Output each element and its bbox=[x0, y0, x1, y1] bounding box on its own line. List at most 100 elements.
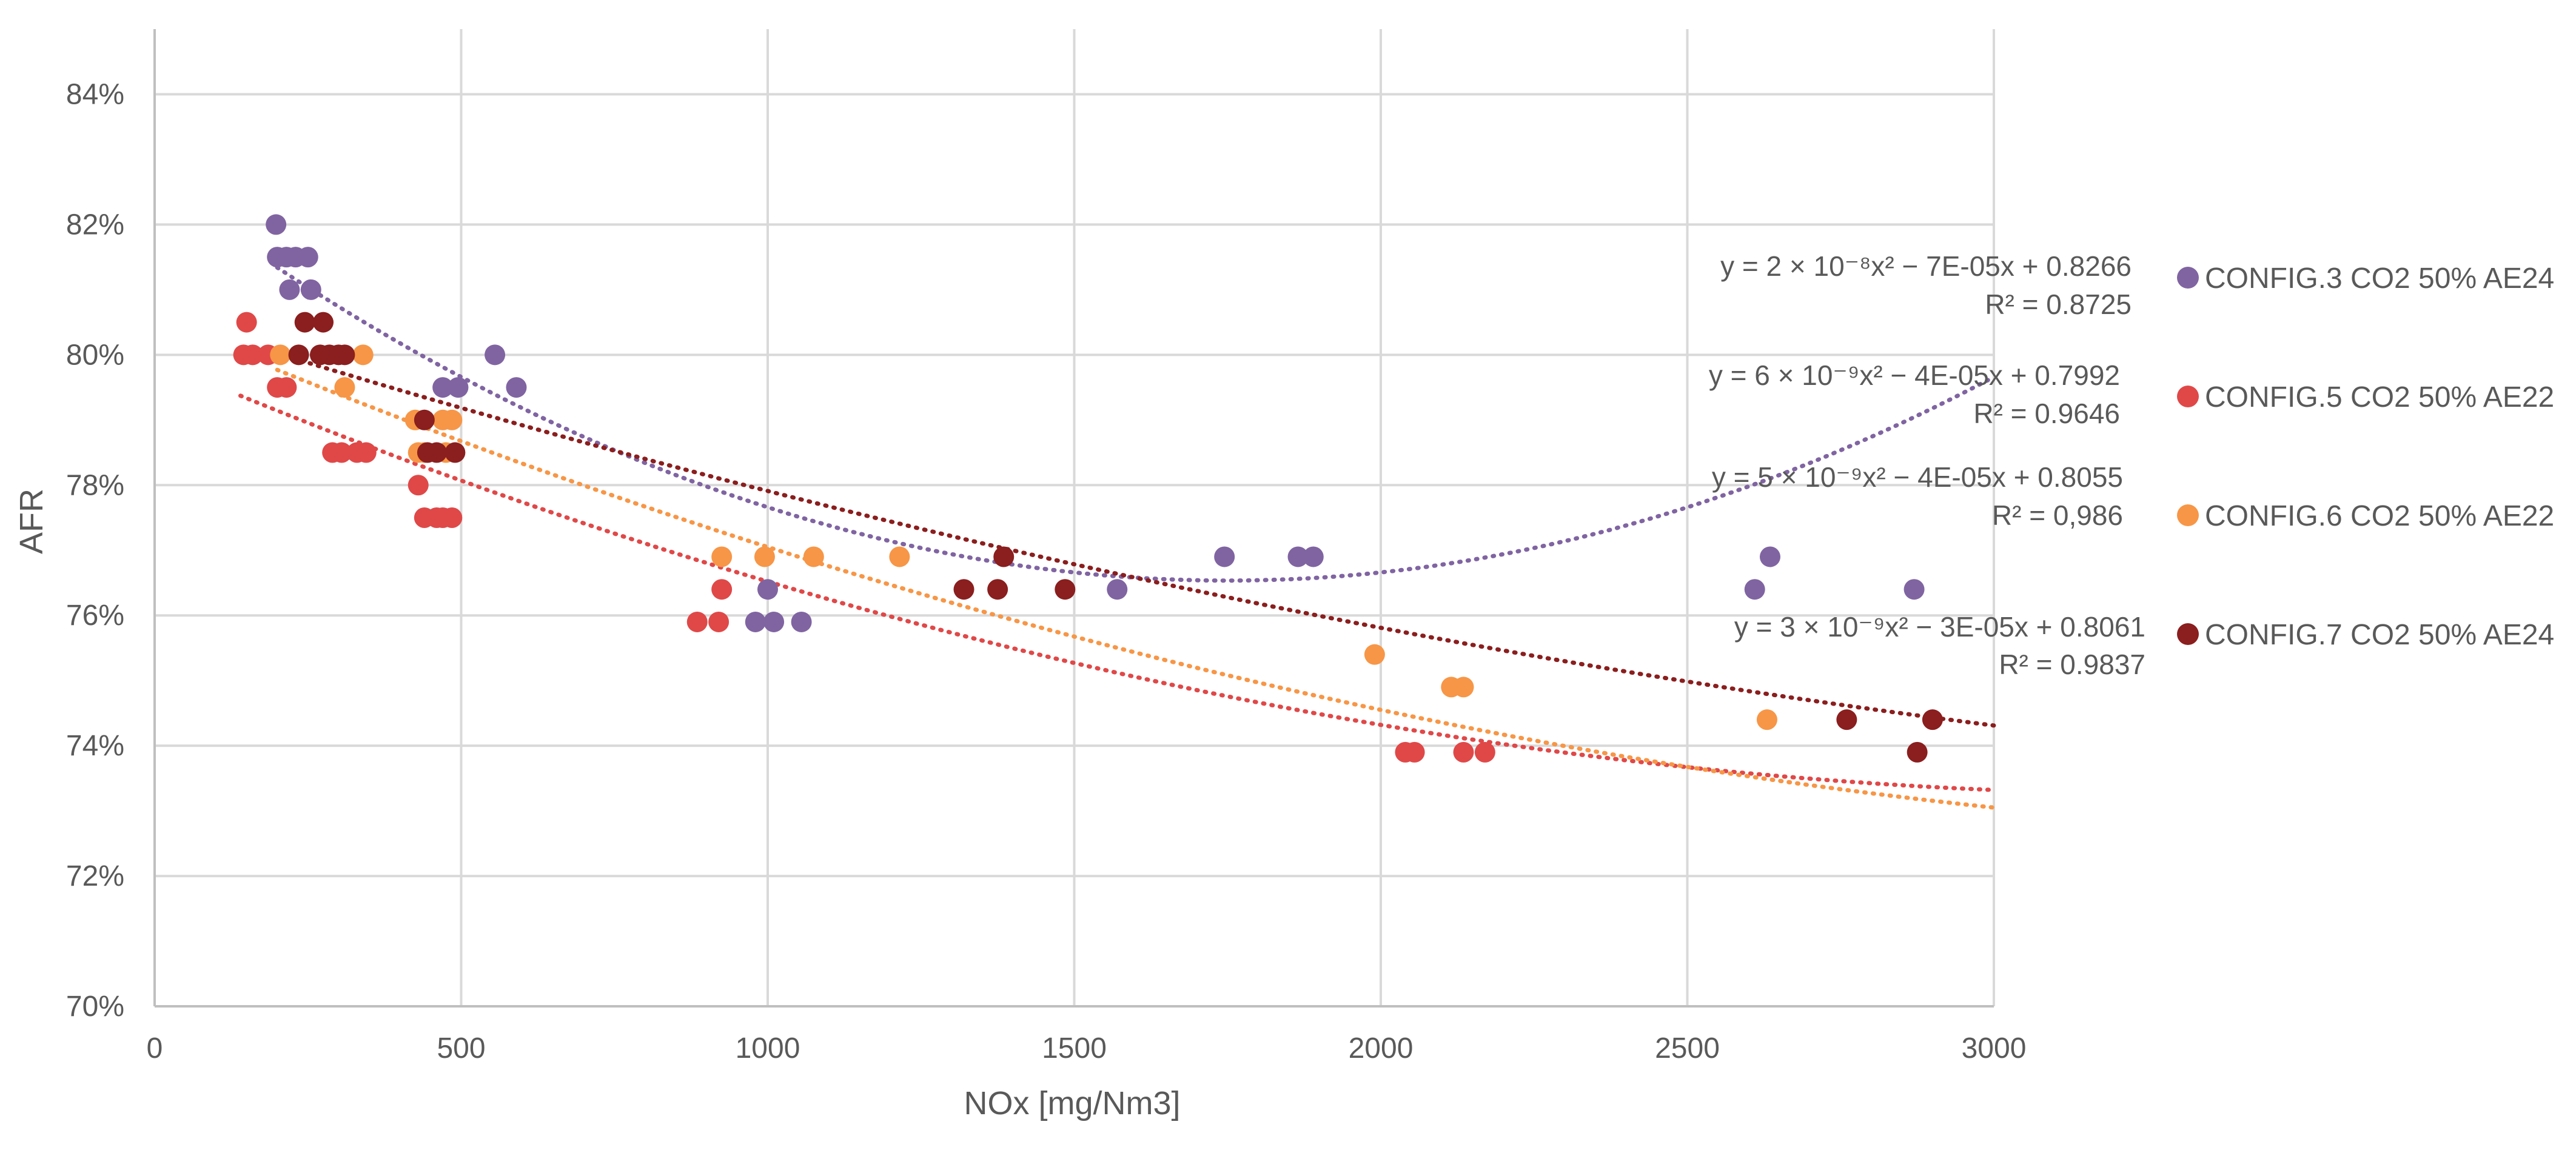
legend-label: CONFIG.7 CO2 50% AE24 bbox=[2205, 619, 2554, 651]
grid-layer bbox=[153, 29, 1995, 1008]
data-point-series-4 bbox=[334, 344, 355, 366]
data-point-series-4 bbox=[444, 442, 466, 463]
data-point-series-2 bbox=[408, 475, 429, 496]
trendline-series-3 bbox=[275, 367, 1996, 810]
trendline-equation: y = 6 × 10⁻⁹x² − 4E-05x + 0.7992 bbox=[1709, 359, 2120, 391]
data-point-series-4 bbox=[313, 312, 334, 333]
y-tick-label: 76% bbox=[66, 600, 124, 632]
trendline-series-1 bbox=[275, 265, 1996, 583]
data-point-series-1 bbox=[432, 377, 454, 398]
data-point-series-2 bbox=[1474, 741, 1495, 763]
data-point-series-3 bbox=[803, 546, 824, 567]
x-tick-label: 0 bbox=[147, 1032, 163, 1064]
data-point-series-1 bbox=[757, 579, 778, 600]
data-point-series-1 bbox=[791, 611, 812, 632]
y-axis-title: AFR bbox=[13, 489, 50, 554]
data-point-series-1 bbox=[1107, 579, 1128, 600]
data-point-series-4 bbox=[987, 579, 1008, 600]
data-point-series-2 bbox=[1453, 741, 1474, 763]
trendline-equation: y = 2 × 10⁻⁸x² − 7E-05x + 0.8266 bbox=[1720, 250, 2132, 282]
y-tick-label: 78% bbox=[66, 469, 124, 501]
data-point-series-3 bbox=[441, 409, 463, 430]
data-point-series-2 bbox=[242, 344, 263, 366]
data-point-series-4 bbox=[953, 579, 974, 600]
data-point-series-1 bbox=[1903, 579, 1925, 600]
y-tick-label: 82% bbox=[66, 209, 124, 241]
data-point-series-2 bbox=[711, 579, 733, 600]
data-point-series-4 bbox=[288, 344, 309, 366]
data-point-series-1 bbox=[448, 377, 469, 398]
data-point-series-2 bbox=[355, 442, 377, 463]
data-point-series-1 bbox=[763, 611, 785, 632]
x-tick-label: 1500 bbox=[1042, 1032, 1107, 1064]
tick-labels: 70% 72% 74% 76% 78% 80% 82% 84% 0 500 1000 1500 2000… bbox=[66, 78, 2026, 1064]
data-point-series-1 bbox=[297, 247, 318, 268]
trendline-r2: R² = 0.9646 bbox=[1973, 398, 2120, 429]
data-point-series-3 bbox=[754, 546, 775, 567]
data-point-series-2 bbox=[236, 312, 257, 333]
x-tick-label: 2500 bbox=[1655, 1032, 1720, 1064]
y-tick-label: 72% bbox=[66, 860, 124, 892]
data-point-series-1 bbox=[485, 344, 506, 366]
data-point-series-1 bbox=[506, 377, 527, 398]
data-point-series-1 bbox=[279, 279, 300, 300]
trendline-equation: y = 5 × 10⁻⁹x² − 4E-05x + 0.8055 bbox=[1712, 461, 2123, 493]
legend-marker bbox=[2177, 623, 2199, 645]
legend-label: CONFIG.5 CO2 50% AE22 bbox=[2205, 381, 2554, 413]
data-point-series-2 bbox=[276, 377, 297, 398]
data-point-series-2 bbox=[686, 611, 708, 632]
data-point-series-2 bbox=[331, 442, 352, 463]
y-tick-label: 70% bbox=[66, 991, 124, 1023]
data-point-series-3 bbox=[334, 377, 355, 398]
data-point-series-2 bbox=[441, 507, 463, 528]
x-tick-label: 2000 bbox=[1349, 1032, 1414, 1064]
legend-label: CONFIG.6 CO2 50% AE22 bbox=[2205, 500, 2554, 532]
data-point-series-2 bbox=[1404, 741, 1425, 763]
data-point-series-3 bbox=[889, 546, 910, 567]
data-point-series-4 bbox=[1836, 709, 1857, 730]
data-point-series-1 bbox=[745, 611, 766, 632]
data-point-series-1 bbox=[1214, 546, 1235, 567]
data-point-series-3 bbox=[711, 546, 733, 567]
data-point-series-2 bbox=[708, 611, 730, 632]
data-point-series-1 bbox=[266, 214, 287, 235]
data-point-series-1 bbox=[1744, 579, 1765, 600]
data-point-series-1 bbox=[1287, 546, 1309, 567]
data-point-series-4 bbox=[1907, 741, 1928, 763]
trendline-series-4 bbox=[275, 351, 1996, 728]
trendline-r2: R² = 0.9837 bbox=[1999, 649, 2145, 680]
legend-label: CONFIG.3 CO2 50% AE24 bbox=[2205, 262, 2554, 295]
data-point-series-3 bbox=[1453, 677, 1474, 698]
trendline-equations: y = 2 × 10⁻⁸x² − 7E-05x + 0.8266 R² = 0.8… bbox=[1709, 250, 2145, 680]
data-point-series-1 bbox=[1303, 546, 1324, 567]
y-tick-label: 84% bbox=[66, 78, 124, 110]
trendline-layer bbox=[238, 265, 1996, 810]
data-point-series-1 bbox=[1759, 546, 1780, 567]
data-point-series-4 bbox=[993, 546, 1015, 567]
axes-layer bbox=[153, 29, 1994, 1008]
x-tick-label: 1000 bbox=[736, 1032, 800, 1064]
data-point-series-1 bbox=[300, 279, 321, 300]
x-tick-label: 500 bbox=[437, 1032, 485, 1064]
data-point-series-4 bbox=[294, 312, 315, 333]
data-point-series-4 bbox=[414, 409, 435, 430]
data-point-series-3 bbox=[270, 344, 291, 366]
trendline-r2: R² = 0.8725 bbox=[1985, 289, 2132, 320]
data-point-series-3 bbox=[352, 344, 374, 366]
data-point-series-4 bbox=[426, 442, 448, 463]
data-point-series-3 bbox=[1756, 709, 1777, 730]
y-tick-label: 74% bbox=[66, 730, 124, 762]
legend-marker bbox=[2177, 386, 2199, 407]
y-tick-label: 80% bbox=[66, 339, 124, 371]
legend: CONFIG.3 CO2 50% AE24 CONFIG.5 CO2 50% AE… bbox=[2177, 262, 2554, 651]
points-layer bbox=[233, 214, 1943, 763]
legend-marker bbox=[2177, 267, 2199, 289]
data-point-series-4 bbox=[1055, 579, 1076, 600]
trendline-r2: R² = 0,986 bbox=[1992, 500, 2123, 531]
x-axis-title: NOx [mg/Nm3] bbox=[964, 1085, 1180, 1121]
data-point-series-4 bbox=[1922, 709, 1943, 730]
data-point-series-3 bbox=[1364, 644, 1385, 665]
trendline-series-2 bbox=[238, 393, 1996, 792]
legend-marker bbox=[2177, 504, 2199, 526]
